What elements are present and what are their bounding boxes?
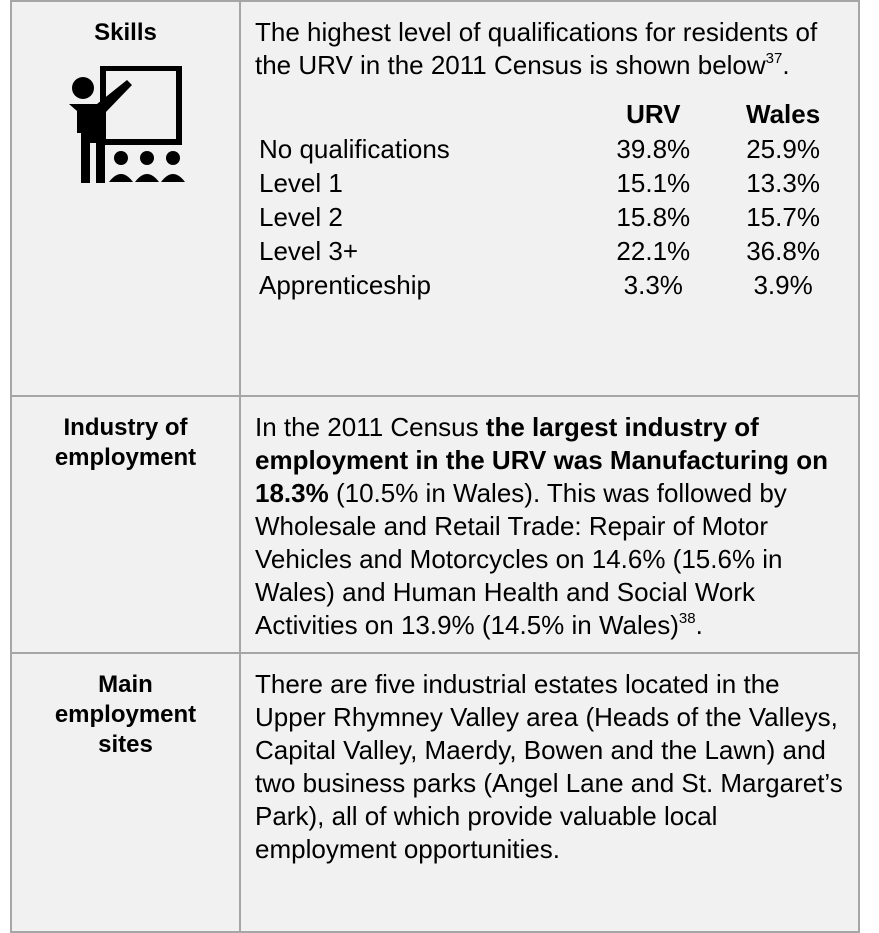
text: . <box>695 610 703 640</box>
heading-line: employment <box>54 701 197 728</box>
heading-line: employment <box>54 444 197 471</box>
text: The highest level of qualifications for … <box>255 17 818 80</box>
row-heading: Industry of employment <box>10 395 241 654</box>
row-body: In the 2011 Census the largest industry … <box>239 395 860 654</box>
table-row: Level 1 15.1% 13.3% <box>259 166 848 200</box>
row-body: There are five industrial estates locate… <box>239 652 860 933</box>
cell-value: 13.3% <box>746 168 820 198</box>
row: Industry of employment In the 2011 Censu… <box>10 395 860 654</box>
table-row: Level 3+ 22.1% 36.8% <box>259 234 848 268</box>
row: Main employment sites There are five ind… <box>10 652 860 933</box>
row-heading: Skills <box>10 0 241 397</box>
text: (10.5% in Wales). This was followed by W… <box>255 478 787 640</box>
row-label: Apprenticeship <box>259 270 431 300</box>
cell-value: 36.8% <box>746 236 820 266</box>
qualifications-table: URV Wales No qualifications 39.8% 25.9% Leve… <box>259 96 848 302</box>
cell-value: 25.9% <box>746 134 820 164</box>
heading-line: Main <box>98 671 153 698</box>
row: Skills The highest level of qualificatio… <box>10 0 860 397</box>
column-header: URV <box>626 98 681 129</box>
column-header: Wales <box>746 98 821 129</box>
paragraph: The highest level of qualifications for … <box>255 16 848 82</box>
footnote-ref: 37 <box>765 50 783 67</box>
table-row: Level 2 15.8% 15.7% <box>259 200 848 234</box>
document-table: Skills The highest level of qualificatio… <box>10 0 860 933</box>
row-label: Level 1 <box>259 168 343 198</box>
row-heading: Main employment sites <box>10 652 241 933</box>
teacher-icon <box>68 66 185 183</box>
heading-line: Industry of <box>63 414 188 441</box>
cell-value: 22.1% <box>616 236 691 266</box>
row-label: No qualifications <box>259 134 450 164</box>
cell-value: 3.3% <box>623 270 683 300</box>
row-body: The highest level of qualifications for … <box>239 0 860 397</box>
table-row: No qualifications 39.8% 25.9% <box>259 132 848 166</box>
heading-line: sites <box>98 731 153 758</box>
bold-text: the largest industry of employment in th… <box>255 412 829 508</box>
text: In the 2011 Census <box>255 412 486 442</box>
cell-value: 15.1% <box>616 168 691 198</box>
row-label: Level 2 <box>259 202 343 232</box>
cell-value: 15.8% <box>616 202 691 232</box>
footnote-ref: 38 <box>678 610 696 627</box>
cell-value: 3.9% <box>753 270 813 300</box>
cell-value: 39.8% <box>616 134 691 164</box>
page: Skills The highest level of qualificatio… <box>10 0 860 933</box>
cell-value: 15.7% <box>746 202 820 232</box>
text: There are five industrial estates locate… <box>255 669 843 864</box>
row-label: Level 3+ <box>259 236 359 266</box>
table-row: Apprenticeship 3.3% 3.9% <box>259 268 848 302</box>
heading-line: Skills <box>94 19 157 46</box>
text: . <box>782 50 790 80</box>
